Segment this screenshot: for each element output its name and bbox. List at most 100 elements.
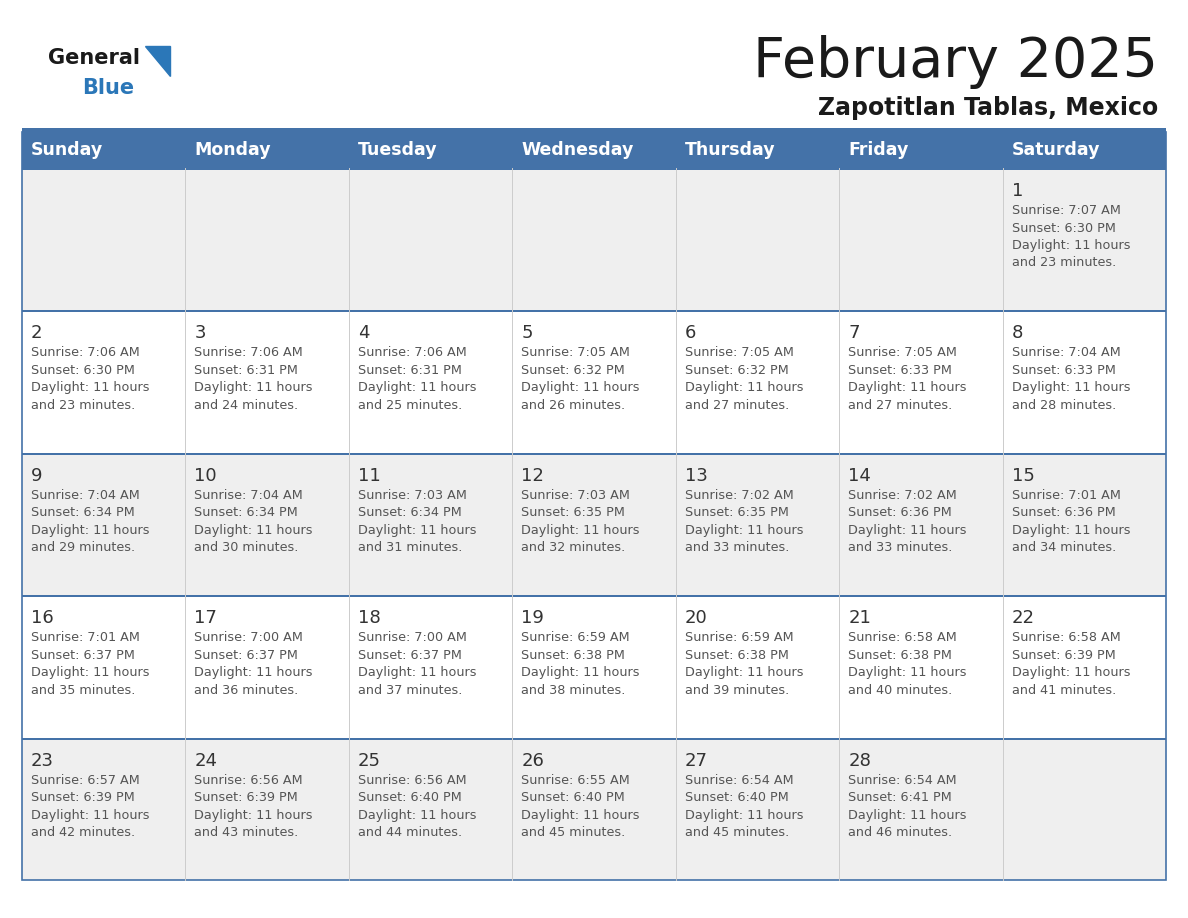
Text: 23: 23 (31, 752, 53, 769)
Text: Tuesday: Tuesday (358, 141, 437, 159)
Text: 14: 14 (848, 466, 871, 485)
Text: Sunrise: 6:54 AM: Sunrise: 6:54 AM (848, 774, 956, 787)
Text: Sunset: 6:39 PM: Sunset: 6:39 PM (31, 791, 134, 804)
Bar (349, 598, 512, 737)
Bar (185, 598, 349, 737)
Text: 5: 5 (522, 324, 532, 342)
Text: and 32 minutes.: and 32 minutes. (522, 542, 626, 554)
Bar (23, 128, 1165, 133)
Text: and 28 minutes.: and 28 minutes. (1011, 399, 1116, 412)
Text: Daylight: 11 hours: Daylight: 11 hours (31, 809, 150, 822)
Text: Thursday: Thursday (684, 141, 776, 159)
Text: Sunrise: 7:06 AM: Sunrise: 7:06 AM (195, 346, 303, 360)
Text: and 42 minutes.: and 42 minutes. (31, 826, 135, 839)
Bar (1003, 598, 1165, 737)
Text: and 27 minutes.: and 27 minutes. (684, 399, 789, 412)
Text: Sunrise: 7:05 AM: Sunrise: 7:05 AM (848, 346, 958, 360)
Text: 28: 28 (848, 752, 871, 769)
Text: February 2025: February 2025 (753, 35, 1158, 89)
Text: 19: 19 (522, 610, 544, 627)
Text: Daylight: 11 hours: Daylight: 11 hours (31, 524, 150, 537)
Text: 12: 12 (522, 466, 544, 485)
Text: General: General (48, 48, 140, 68)
Text: Daylight: 11 hours: Daylight: 11 hours (848, 666, 967, 679)
Bar (349, 312, 512, 453)
Text: 13: 13 (684, 466, 708, 485)
Text: 6: 6 (684, 324, 696, 342)
Bar (1003, 454, 1165, 595)
Text: Sunset: 6:38 PM: Sunset: 6:38 PM (848, 649, 952, 662)
Text: and 29 minutes.: and 29 minutes. (31, 542, 135, 554)
Text: 9: 9 (31, 466, 43, 485)
Text: Sunset: 6:34 PM: Sunset: 6:34 PM (358, 507, 462, 520)
Text: Daylight: 11 hours: Daylight: 11 hours (195, 809, 312, 822)
Text: Sunrise: 6:57 AM: Sunrise: 6:57 AM (31, 774, 140, 787)
Text: 16: 16 (31, 610, 53, 627)
Text: Friday: Friday (848, 141, 909, 159)
Bar (23, 168, 1165, 170)
Text: and 23 minutes.: and 23 minutes. (31, 399, 135, 412)
Text: and 40 minutes.: and 40 minutes. (848, 684, 953, 697)
Text: Sunset: 6:37 PM: Sunset: 6:37 PM (31, 649, 135, 662)
Text: Blue: Blue (82, 78, 134, 98)
Text: Sunrise: 7:03 AM: Sunrise: 7:03 AM (358, 488, 467, 502)
Text: Sunrise: 7:06 AM: Sunrise: 7:06 AM (358, 346, 467, 360)
Text: 1: 1 (1011, 182, 1023, 200)
Text: Sunrise: 7:06 AM: Sunrise: 7:06 AM (31, 346, 140, 360)
Text: and 37 minutes.: and 37 minutes. (358, 684, 462, 697)
Text: Sunset: 6:31 PM: Sunset: 6:31 PM (358, 364, 462, 377)
Text: Sunrise: 7:02 AM: Sunrise: 7:02 AM (848, 488, 956, 502)
Text: and 44 minutes.: and 44 minutes. (358, 826, 462, 839)
Text: Sunset: 6:38 PM: Sunset: 6:38 PM (684, 649, 789, 662)
Text: Sunset: 6:35 PM: Sunset: 6:35 PM (522, 507, 625, 520)
Text: Sunset: 6:35 PM: Sunset: 6:35 PM (684, 507, 789, 520)
Text: 7: 7 (848, 324, 860, 342)
Text: and 43 minutes.: and 43 minutes. (195, 826, 298, 839)
Bar (1003, 170, 1165, 310)
Bar (349, 454, 512, 595)
Bar (349, 740, 512, 880)
Text: Daylight: 11 hours: Daylight: 11 hours (31, 666, 150, 679)
Bar (512, 740, 676, 880)
Bar (839, 598, 1003, 737)
Bar (23, 132, 1165, 880)
Text: Daylight: 11 hours: Daylight: 11 hours (522, 524, 640, 537)
Text: Sunrise: 7:05 AM: Sunrise: 7:05 AM (522, 346, 630, 360)
Text: Sunset: 6:36 PM: Sunset: 6:36 PM (1011, 507, 1116, 520)
Text: 22: 22 (1011, 610, 1035, 627)
Text: Sunrise: 6:56 AM: Sunrise: 6:56 AM (195, 774, 303, 787)
Text: Sunset: 6:41 PM: Sunset: 6:41 PM (848, 791, 952, 804)
Bar (1003, 312, 1165, 453)
Text: Daylight: 11 hours: Daylight: 11 hours (522, 809, 640, 822)
Text: and 24 minutes.: and 24 minutes. (195, 399, 298, 412)
Text: and 35 minutes.: and 35 minutes. (31, 684, 135, 697)
Text: Daylight: 11 hours: Daylight: 11 hours (31, 381, 150, 395)
Text: and 45 minutes.: and 45 minutes. (522, 826, 626, 839)
Text: 15: 15 (1011, 466, 1035, 485)
Text: Sunset: 6:30 PM: Sunset: 6:30 PM (31, 364, 135, 377)
Text: Sunset: 6:33 PM: Sunset: 6:33 PM (848, 364, 952, 377)
Bar (512, 312, 676, 453)
Text: and 23 minutes.: and 23 minutes. (1011, 256, 1116, 270)
Text: 20: 20 (684, 610, 708, 627)
Text: Zapotitlan Tablas, Mexico: Zapotitlan Tablas, Mexico (817, 96, 1158, 120)
Bar (185, 170, 349, 310)
Text: and 31 minutes.: and 31 minutes. (358, 542, 462, 554)
Text: 26: 26 (522, 752, 544, 769)
Text: Sunset: 6:34 PM: Sunset: 6:34 PM (31, 507, 134, 520)
Bar (23, 170, 185, 310)
Polygon shape (145, 46, 170, 76)
Text: Sunset: 6:40 PM: Sunset: 6:40 PM (358, 791, 462, 804)
Text: 18: 18 (358, 610, 380, 627)
Text: 27: 27 (684, 752, 708, 769)
Text: Daylight: 11 hours: Daylight: 11 hours (684, 381, 803, 395)
Text: Sunset: 6:40 PM: Sunset: 6:40 PM (684, 791, 789, 804)
Text: and 45 minutes.: and 45 minutes. (684, 826, 789, 839)
Text: Sunset: 6:39 PM: Sunset: 6:39 PM (1011, 649, 1116, 662)
Text: Sunset: 6:37 PM: Sunset: 6:37 PM (195, 649, 298, 662)
Bar (23, 595, 1165, 598)
Text: Daylight: 11 hours: Daylight: 11 hours (195, 666, 312, 679)
Text: Daylight: 11 hours: Daylight: 11 hours (358, 381, 476, 395)
Text: Daylight: 11 hours: Daylight: 11 hours (358, 524, 476, 537)
Text: Daylight: 11 hours: Daylight: 11 hours (1011, 666, 1130, 679)
